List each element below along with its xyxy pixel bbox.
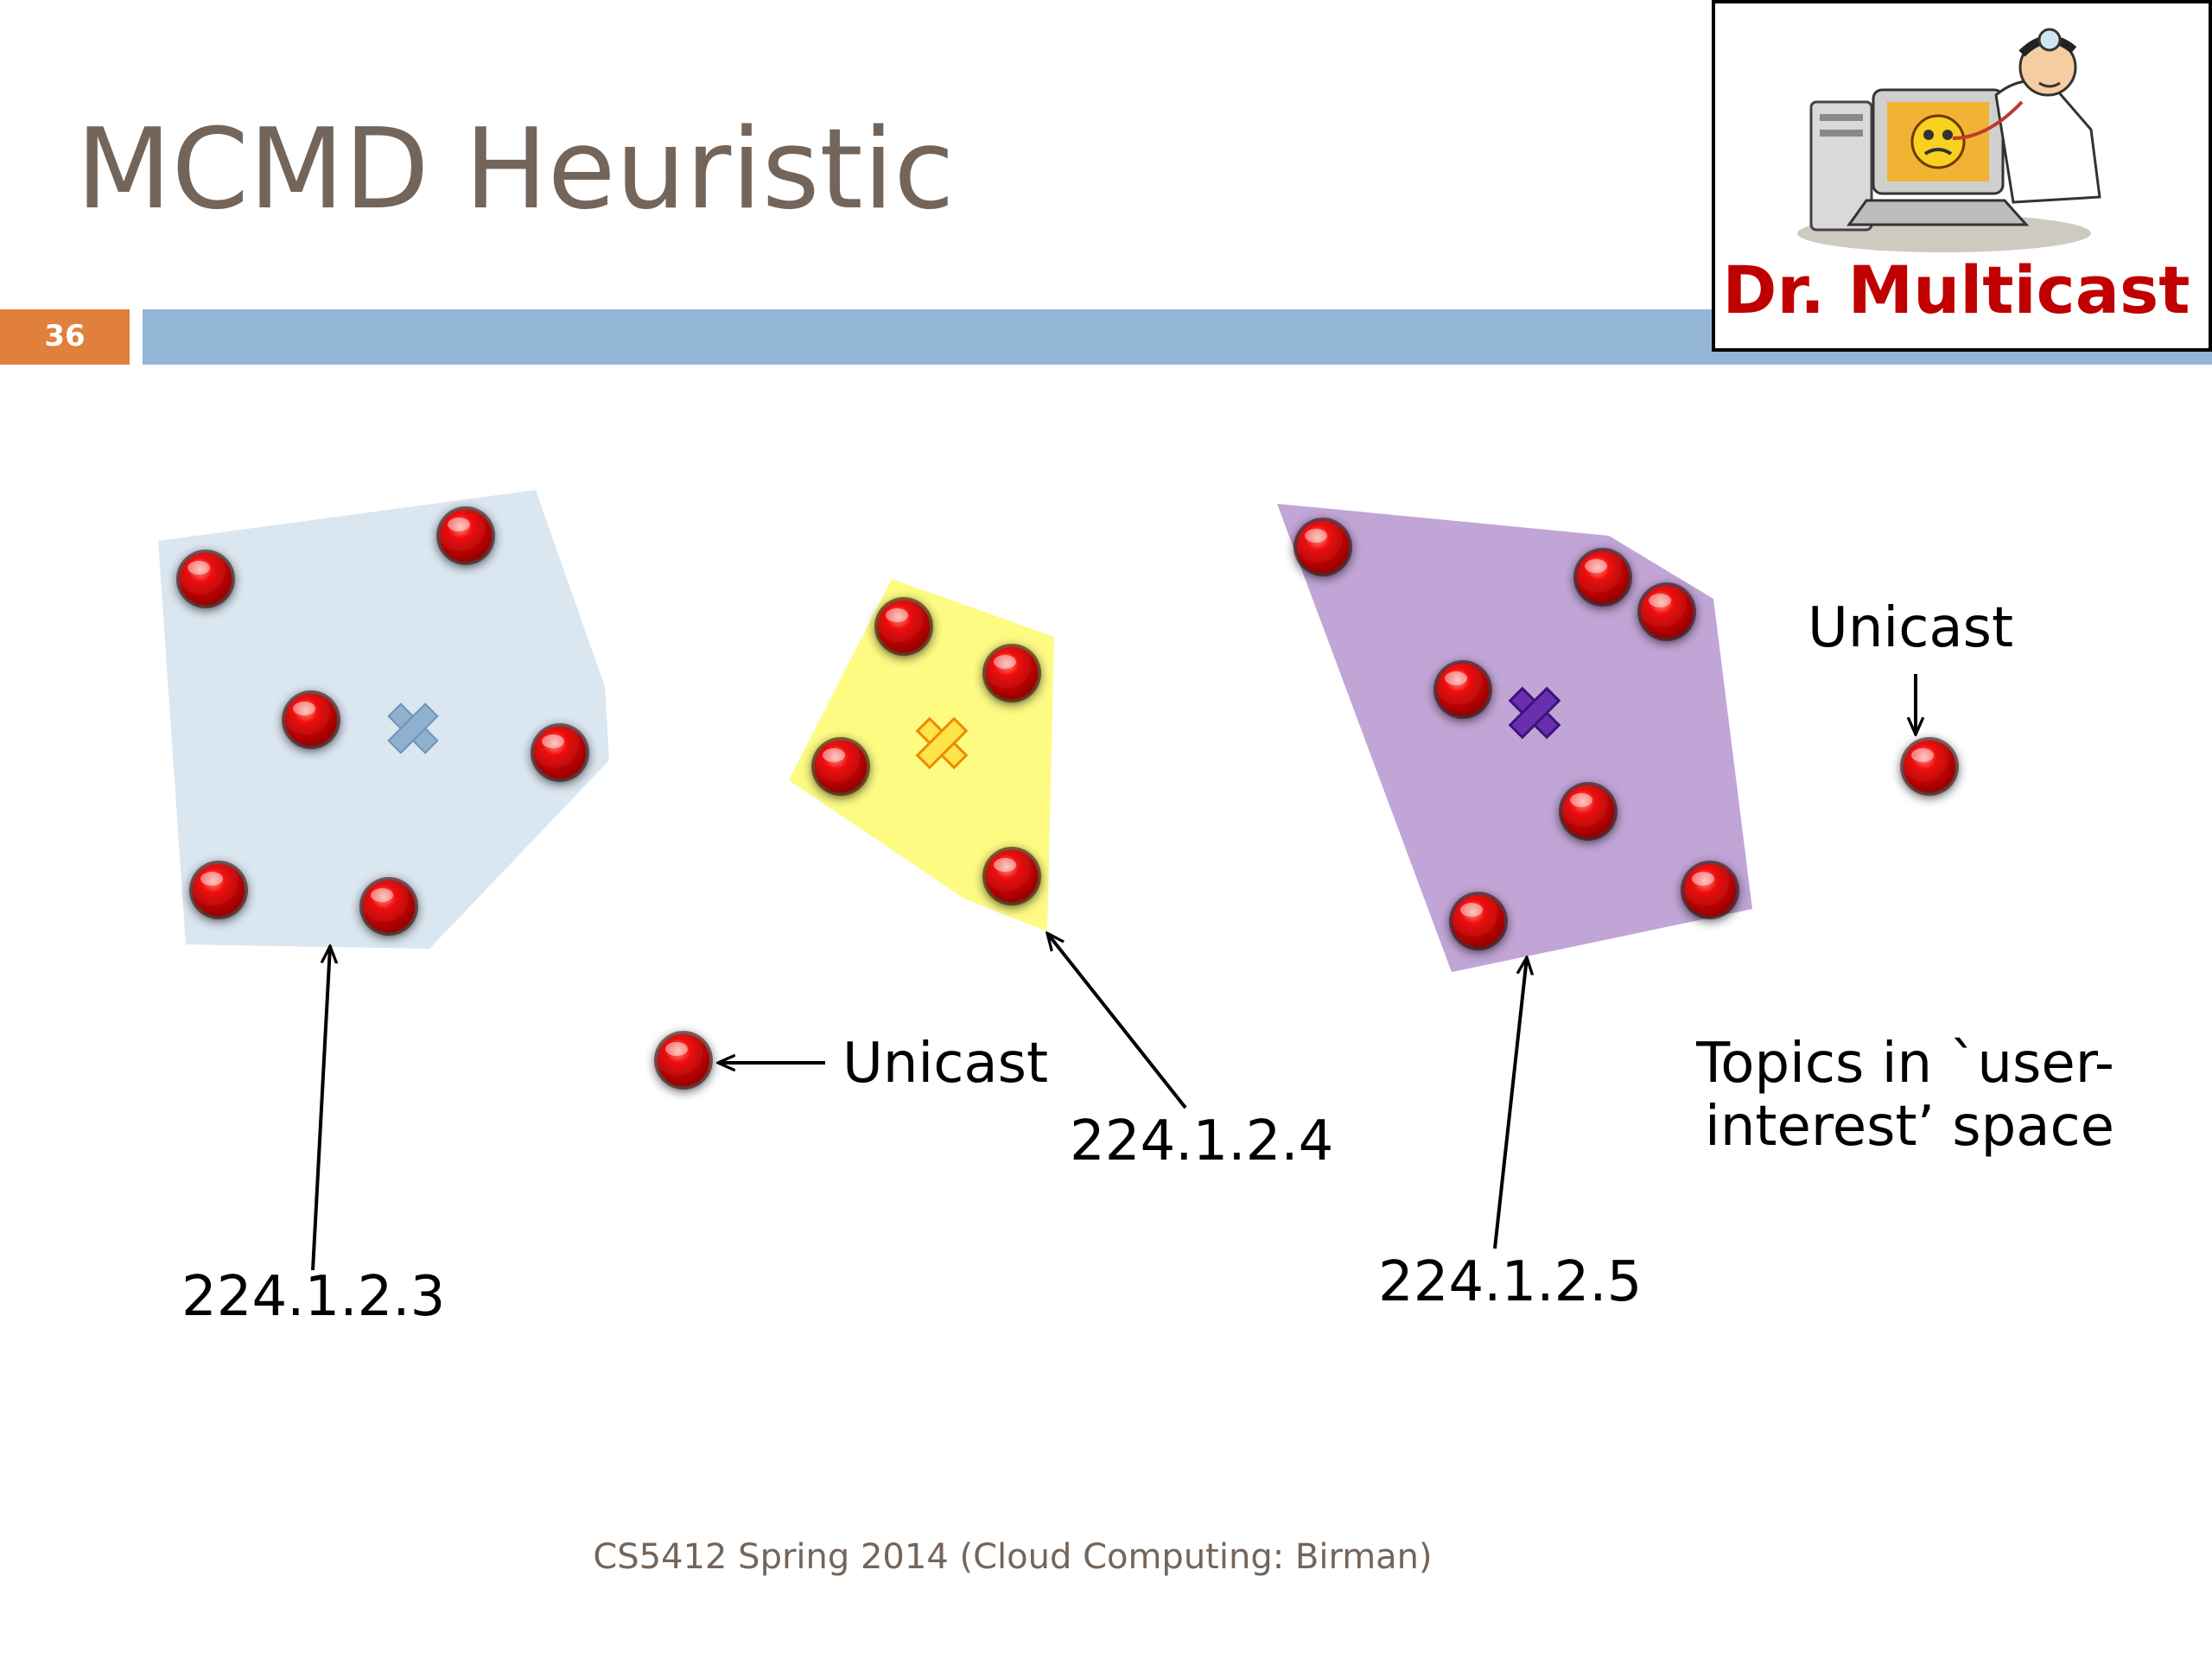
- node: [282, 690, 340, 749]
- label-group-a: 224.1.2.3: [181, 1265, 445, 1329]
- node: [1559, 782, 1618, 841]
- group-b-centroid-icon: [915, 716, 969, 770]
- label-unicast-left: Unicast: [842, 1032, 1048, 1096]
- node: [1637, 582, 1696, 641]
- node: [189, 861, 248, 919]
- logo-caption: Dr. Multicast: [1722, 251, 2190, 328]
- node: [654, 1031, 713, 1090]
- arrow-group-b: [1047, 933, 1187, 1109]
- slide-footer: CS5412 Spring 2014 (Cloud Computing: Bir…: [593, 1537, 1432, 1577]
- node: [1900, 737, 1959, 796]
- node: [982, 847, 1041, 906]
- node: [874, 597, 933, 656]
- node: [1449, 892, 1508, 950]
- label-group-b: 224.1.2.4: [1070, 1109, 1333, 1173]
- group-a-centroid-icon: [387, 702, 439, 754]
- group-a-region: [158, 490, 609, 949]
- node: [531, 723, 589, 782]
- node: [436, 506, 495, 565]
- node: [1681, 861, 1739, 919]
- node: [1573, 548, 1632, 607]
- slide-number: 36: [44, 319, 85, 353]
- node: [982, 644, 1041, 702]
- arrow-group-a: [311, 946, 330, 1271]
- page-title: MCMD Heuristic: [76, 105, 955, 234]
- doctor-computer-icon: [1797, 28, 2101, 252]
- label-topics-line1: Topics in `user-: [1695, 1032, 2114, 1096]
- group-c-region: [1277, 504, 1752, 972]
- unicast-node-left: [654, 1031, 713, 1090]
- node: [176, 550, 235, 608]
- arrows: [311, 674, 1916, 1271]
- node: [359, 877, 418, 936]
- slide-number-box: [0, 309, 130, 365]
- node: [811, 737, 870, 796]
- dr-multicast-logo: Dr. Multicast: [1712, 0, 2212, 352]
- label-unicast-right: Unicast: [1808, 596, 2013, 660]
- node: [1294, 518, 1352, 576]
- group-c-centroid-icon: [1508, 686, 1561, 740]
- unicast-node-right: [1900, 737, 1959, 796]
- label-topics-line2: interest’ space: [1705, 1095, 2114, 1159]
- label-group-c: 224.1.2.5: [1378, 1250, 1642, 1314]
- arrow-group-c: [1493, 957, 1527, 1249]
- node: [1433, 660, 1492, 719]
